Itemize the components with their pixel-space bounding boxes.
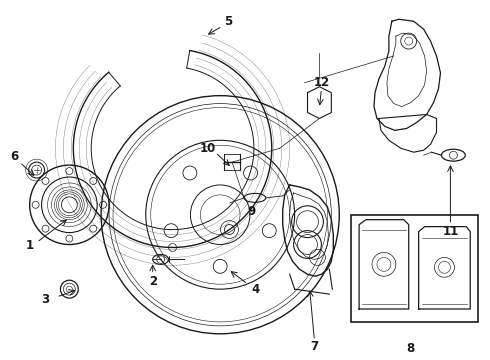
Text: 4: 4	[252, 283, 260, 296]
Text: 1: 1	[25, 239, 34, 252]
Text: 12: 12	[313, 76, 330, 89]
Text: 8: 8	[407, 342, 415, 355]
Text: 6: 6	[11, 150, 19, 163]
Bar	[351, 215, 478, 322]
Text: 5: 5	[224, 15, 232, 28]
Text: 10: 10	[200, 142, 217, 155]
Text: 2: 2	[148, 275, 157, 288]
Text: 3: 3	[42, 293, 49, 306]
Text: 9: 9	[248, 205, 256, 218]
Text: 11: 11	[442, 225, 459, 238]
Text: 7: 7	[310, 340, 318, 353]
